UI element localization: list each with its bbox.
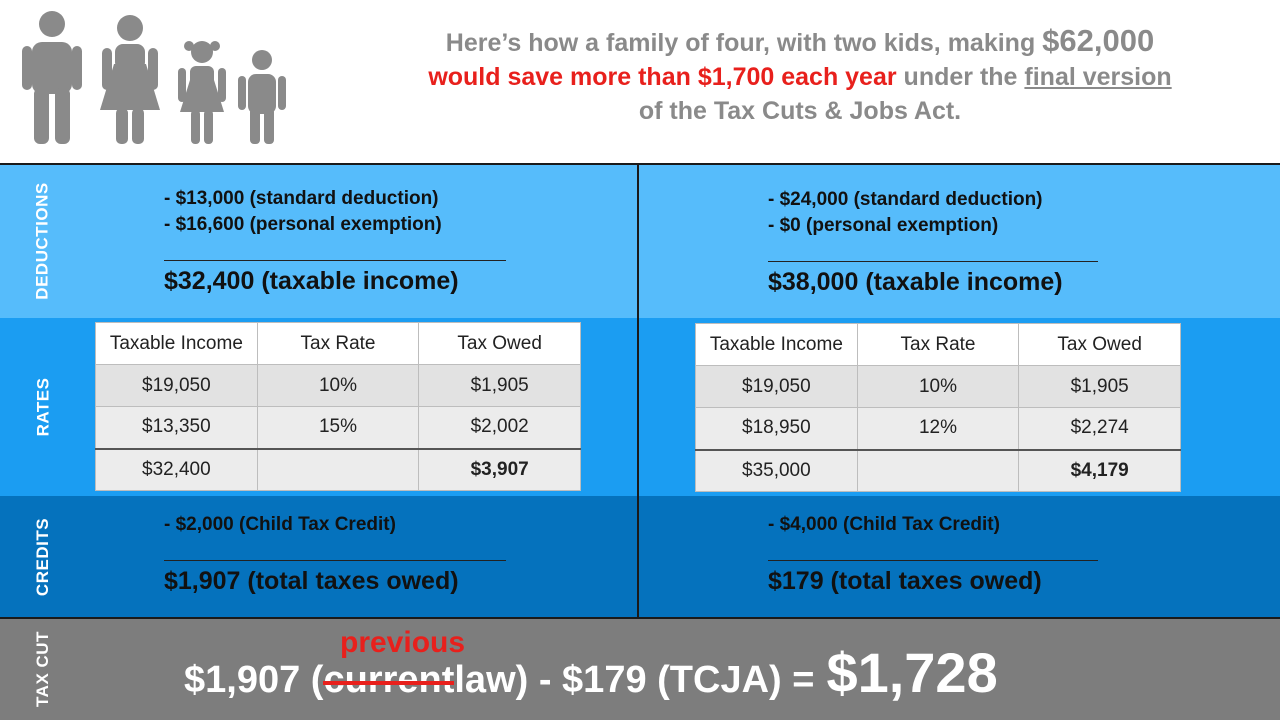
top-divider <box>0 163 1280 165</box>
previous-label: previous <box>340 626 466 659</box>
boy-icon <box>238 50 286 144</box>
table-cell: 10% <box>256 364 420 407</box>
current-taxable-income: $32,400 (taxable income) <box>164 267 459 295</box>
current-deductions-rule <box>164 260 506 261</box>
table-row: $13,350 15% $2,002 <box>95 406 581 449</box>
label-deductions: DEDUCTIONS <box>0 163 86 318</box>
table-cell: $18,950 <box>695 407 858 450</box>
table-row: $19,050 10% $1,905 <box>95 364 581 407</box>
current-credits-rule <box>164 560 506 561</box>
table-header-row: Taxable Income Tax Rate Tax Owed <box>695 323 1181 366</box>
deductions-band <box>0 163 1280 318</box>
table-cell-total: $3,907 <box>418 447 581 491</box>
column-header: Tax Owed <box>418 322 581 365</box>
table-total-row: $32,400 $3,907 <box>95 447 581 491</box>
table-cell: 15% <box>256 406 420 449</box>
equation-part-2: law) - $179 (TCJA) = <box>454 659 815 701</box>
taxcut-band <box>0 618 1280 720</box>
headline-line-3: of the Tax Cuts & Jobs Act. <box>638 97 962 125</box>
label-tax-cut: TAX CUT <box>0 618 86 720</box>
label-rates: RATES <box>0 318 86 496</box>
header: Here’s how a family of four, with two ki… <box>0 0 1280 163</box>
headline-final-version: final version <box>1024 63 1172 91</box>
girl-icon <box>178 41 226 144</box>
table-cell: $2,274 <box>1018 407 1181 450</box>
column-header: Tax Rate <box>256 322 420 365</box>
tcja-total-taxes: $179 (total taxes owed) <box>768 567 1042 595</box>
table-cell <box>856 448 1020 492</box>
table-cell: $13,350 <box>95 406 258 449</box>
current-standard-deduction: - $13,000 (standard deduction) <box>164 188 439 209</box>
woman-icon <box>100 15 160 144</box>
headline-savings: would save more than $1,700 each year <box>428 63 897 91</box>
column-divider <box>637 163 639 618</box>
credits-band <box>0 496 1280 618</box>
strike-line <box>323 681 455 686</box>
table-cell: $1,905 <box>418 364 581 407</box>
table-header-row: Taxable Income Tax Rate Tax Owed <box>95 322 581 365</box>
table-cell-total: $4,179 <box>1018 448 1181 492</box>
tcja-child-tax-credit: - $4,000 (Child Tax Credit) <box>768 514 1000 535</box>
headline-text: Here’s how a family of four, with two ki… <box>445 29 1043 57</box>
table-row: $18,950 12% $2,274 <box>695 407 1181 450</box>
tcja-taxable-income: $38,000 (taxable income) <box>768 268 1063 296</box>
table-cell <box>256 447 420 491</box>
tax-cut-result: $1,728 <box>826 641 998 704</box>
table-cell: $1,905 <box>1018 365 1181 408</box>
label-tax-cut-text: TAX CUT <box>33 631 52 707</box>
label-deductions-text: DEDUCTIONS <box>33 181 52 300</box>
bottom-divider <box>0 617 1280 619</box>
table-total-row: $35,000 $4,179 <box>695 448 1181 492</box>
headline-line-1: Here’s how a family of four, with two ki… <box>360 24 1240 60</box>
column-header: Tax Owed <box>1018 323 1181 366</box>
column-header: Tax Rate <box>856 323 1020 366</box>
tcja-personal-exemption: - $0 (personal exemption) <box>768 215 999 236</box>
tcja-credits-rule <box>768 560 1098 561</box>
man-icon <box>22 11 82 144</box>
table-cell: 12% <box>856 407 1020 450</box>
table-cell: $19,050 <box>95 364 258 407</box>
current-personal-exemption: - $16,600 (personal exemption) <box>164 214 442 235</box>
column-header: Taxable Income <box>695 323 858 366</box>
table-cell: 10% <box>856 365 1020 408</box>
table-cell: $35,000 <box>695 448 858 492</box>
struck-word-wrap: current <box>323 659 455 702</box>
tcja-standard-deduction: - $24,000 (standard deduction) <box>768 189 1043 210</box>
current-child-tax-credit: - $2,000 (Child Tax Credit) <box>164 514 396 535</box>
headline-line-2: would save more than $1,700 each year un… <box>360 60 1240 94</box>
headline-income: $62,000 <box>1042 23 1155 58</box>
table-row: $19,050 10% $1,905 <box>695 365 1181 408</box>
family-illustration <box>22 11 286 144</box>
tcja-deductions-rule <box>768 261 1098 262</box>
struck-word: current <box>323 659 455 701</box>
table-cell: $2,002 <box>418 406 581 449</box>
label-credits-text: CREDITS <box>33 517 52 597</box>
column-header: Taxable Income <box>95 322 258 365</box>
label-credits: CREDITS <box>0 496 86 618</box>
current-rates-table: Taxable Income Tax Rate Tax Owed $19,050… <box>95 322 581 491</box>
headline: Here’s how a family of four, with two ki… <box>360 24 1240 128</box>
tcja-rates-table: Taxable Income Tax Rate Tax Owed $19,050… <box>695 323 1181 492</box>
table-cell: $32,400 <box>95 447 258 491</box>
label-rates-text: RATES <box>32 377 52 437</box>
tax-cut-equation: $1,907 (current law) - $179 (TCJA) = $1,… <box>184 640 998 712</box>
headline-text: under the <box>896 63 1025 91</box>
current-total-taxes: $1,907 (total taxes owed) <box>164 567 459 595</box>
equation-part-1: $1,907 ( <box>184 659 324 701</box>
table-cell: $19,050 <box>695 365 858 408</box>
